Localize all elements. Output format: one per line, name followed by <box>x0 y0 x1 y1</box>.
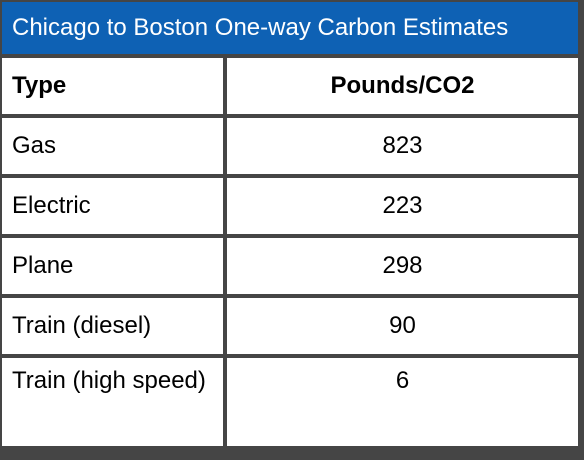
header-type: Type <box>2 58 227 118</box>
row-value: 823 <box>227 118 578 178</box>
table-row: Plane 298 <box>2 238 578 298</box>
row-type: Gas <box>2 118 227 178</box>
row-value: 6 <box>227 358 578 446</box>
row-type: Plane <box>2 238 227 298</box>
row-value: 298 <box>227 238 578 298</box>
table-row: Train (high speed) 6 <box>2 358 578 446</box>
header-pounds-co2: Pounds/CO2 <box>227 58 578 118</box>
row-type: Train (diesel) <box>2 298 227 358</box>
table-row: Electric 223 <box>2 178 578 238</box>
carbon-estimates-table: Type Pounds/CO2 Gas 823 Electric 223 Pla… <box>2 58 578 446</box>
row-value: 223 <box>227 178 578 238</box>
row-value: 90 <box>227 298 578 358</box>
table-title: Chicago to Boston One-way Carbon Estimat… <box>2 2 578 54</box>
table-row: Train (diesel) 90 <box>2 298 578 358</box>
header-row: Type Pounds/CO2 <box>2 58 578 118</box>
row-type: Train (high speed) <box>2 358 227 446</box>
row-type: Electric <box>2 178 227 238</box>
table-row: Gas 823 <box>2 118 578 178</box>
